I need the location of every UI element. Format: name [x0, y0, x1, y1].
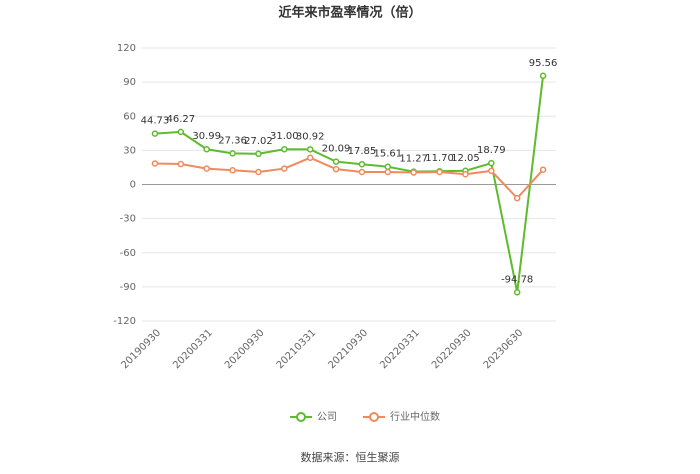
point [410, 169, 417, 176]
legend-marker [369, 412, 379, 422]
value-label: 15.61 [373, 149, 402, 160]
x-tick-label: 20220930 [430, 327, 474, 371]
x-tick-label: 20190930 [119, 327, 163, 371]
point [203, 165, 210, 172]
value-label: 31.00 [270, 131, 299, 142]
x-tick-label: 20230630 [482, 327, 526, 371]
series-line [154, 75, 545, 293]
y-tick-label: 0 [130, 180, 136, 191]
point [513, 289, 521, 296]
point [384, 163, 392, 170]
y-tick-label: 90 [123, 77, 136, 88]
point [358, 160, 366, 168]
x-tick-label: 20200930 [223, 327, 267, 371]
value-label: 27.36 [218, 135, 247, 146]
legend-label: 行业中位数 [390, 410, 440, 423]
value-label: 27.02 [244, 136, 273, 147]
point [436, 168, 443, 176]
legend-label: 公司 [317, 412, 337, 423]
point [462, 171, 469, 178]
point [177, 160, 185, 168]
x-tick-label: 20210331 [275, 327, 319, 371]
point [255, 168, 262, 176]
point [358, 168, 366, 176]
point [384, 168, 392, 176]
point [513, 194, 521, 202]
point [203, 145, 210, 153]
value-label: -94.78 [501, 274, 533, 285]
y-tick-label: 30 [123, 145, 136, 156]
point [539, 72, 547, 80]
point [281, 145, 288, 153]
value-label: 30.92 [296, 131, 325, 142]
value-label: 20.09 [322, 144, 351, 155]
source: 数据来源：恒生聚源 [301, 450, 400, 464]
y-tick-label: -30 [120, 214, 136, 225]
y-tick-label: -90 [120, 282, 136, 293]
value-label: 46.27 [166, 114, 195, 125]
value-label: 18.79 [477, 145, 506, 156]
x-tick-label: 20200331 [171, 327, 215, 371]
value-label: 30.99 [192, 131, 221, 142]
y-tick-label: -120 [113, 316, 136, 327]
value-label: 11.27 [399, 154, 428, 165]
series-line [154, 156, 544, 200]
y-tick-label: -60 [120, 248, 136, 259]
point [306, 154, 314, 162]
point [151, 160, 159, 167]
point [332, 158, 340, 165]
y-tick-label: 120 [117, 43, 136, 54]
point [539, 166, 547, 173]
chart-title: 近年来市盈率情况（倍） [278, 5, 421, 21]
legend-marker [296, 412, 306, 422]
point [255, 150, 262, 158]
value-label: 95.56 [529, 58, 558, 69]
x-tick-label: 20210930 [326, 327, 370, 371]
point [151, 130, 159, 137]
point [281, 165, 288, 172]
point [306, 146, 314, 153]
point [488, 159, 495, 167]
point [488, 167, 495, 175]
value-label: 11.70 [425, 153, 454, 164]
point [332, 165, 340, 173]
value-label: 12.05 [451, 153, 480, 164]
point [177, 128, 185, 136]
point [229, 167, 236, 174]
x-tick-label: 20220331 [378, 327, 422, 371]
value-label: 17.85 [348, 146, 377, 157]
value-label: 44.73 [141, 116, 170, 127]
point [229, 150, 236, 157]
y-tick-label: 60 [123, 111, 136, 122]
